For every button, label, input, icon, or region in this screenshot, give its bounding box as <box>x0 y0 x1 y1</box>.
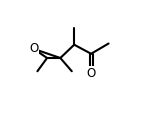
Text: O: O <box>29 42 38 55</box>
Text: O: O <box>86 67 96 80</box>
